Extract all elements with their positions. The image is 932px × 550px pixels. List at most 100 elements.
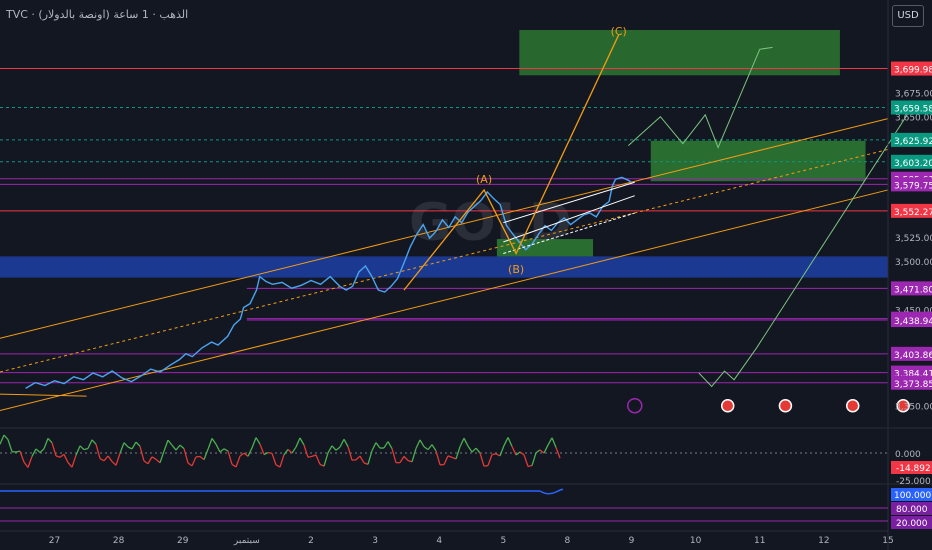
oscillator-segment [543, 444, 549, 454]
x-tick-label: 28 [113, 536, 125, 546]
y-tick-label: 3,500.000 [895, 258, 932, 268]
oscillator-segment [211, 438, 217, 445]
oscillator-tick: -25.000 [896, 477, 931, 487]
x-tick-label: 2 [308, 536, 314, 546]
chart-title: TVC · (اونصة بالدولار) الذهب · 1 ساعة [6, 8, 189, 21]
support-band [0, 256, 888, 278]
oscillator-segment [431, 444, 437, 452]
oscillator-segment [435, 450, 441, 466]
oscillator-segment [275, 464, 281, 468]
price-level-label: 3,384.412 [894, 370, 932, 380]
oscillator-segment [215, 443, 221, 453]
projection-path [627, 46, 773, 149]
oscillator-segment [403, 455, 409, 461]
oscillator-segment [459, 437, 465, 448]
oscillator-segment [427, 444, 433, 451]
oscillator-segment [363, 462, 369, 465]
oscillator-segment [147, 456, 153, 465]
oscillator-segment [95, 444, 101, 459]
oscillator-segment [531, 452, 537, 466]
price-level-label: 3,471.800 [894, 285, 932, 295]
oscillator-segment [155, 458, 161, 464]
oscillator-segment [167, 439, 173, 446]
y-tick-label: 3,675.000 [895, 90, 932, 100]
oscillator-segment [399, 456, 405, 464]
oscillator-segment [127, 446, 133, 450]
oscillator-segment [263, 452, 269, 456]
oscillator-segment [271, 453, 277, 466]
x-tick-label: 8 [565, 536, 571, 546]
oscillator-segment [87, 439, 93, 449]
price-level-badge [891, 61, 932, 76]
price-series-line [25, 176, 632, 390]
oscillator-segment [111, 460, 117, 466]
oscillator-segment [227, 450, 233, 465]
oscillator-segment [175, 444, 181, 451]
oscillator-segment [327, 445, 333, 454]
price-level-label: 3,625.920 [894, 137, 932, 147]
oscillator-segment [51, 442, 57, 457]
oscillator-segment [63, 454, 69, 463]
x-tick-label: 29 [177, 536, 189, 546]
x-tick-label: 4 [436, 536, 442, 546]
oscillator-segment [187, 462, 193, 467]
price-level-label: 3,552.279 [894, 208, 932, 218]
oscillator-segment [131, 441, 137, 450]
oscillator-segment [335, 446, 341, 451]
oscillator-segment [0, 434, 5, 445]
oscillator-segment [451, 456, 457, 460]
oscillator-segment [243, 452, 249, 457]
wave-label: (B) [508, 263, 524, 276]
oscillator-segment [259, 443, 265, 455]
oscillator-segment [515, 451, 521, 456]
oscillator-segment [483, 464, 489, 467]
y-tick-label: 3,525.000 [895, 234, 932, 244]
price-level-badge [891, 177, 932, 192]
x-tick-label: 9 [629, 536, 635, 546]
oscillator-segment [151, 456, 157, 460]
oscillator-segment [547, 437, 553, 446]
lower-pane-tick: 80.000 [896, 505, 928, 515]
oscillator-segment [371, 442, 377, 451]
oscillator-segment [323, 452, 329, 467]
oscillator-segment [539, 449, 545, 454]
oscillator-segment [503, 437, 509, 446]
oscillator-segment [519, 451, 525, 456]
oscillator-segment [163, 439, 169, 452]
currency-button[interactable]: USD [892, 5, 924, 27]
oscillator-segment [331, 445, 337, 451]
oscillator-segment [359, 455, 365, 464]
oscillator-segment [55, 455, 61, 458]
oscillator-segment [71, 455, 77, 468]
price-level-badge [891, 375, 932, 390]
y-tick-label: 3,350.000 [895, 403, 932, 413]
price-level-label: 3,373.852 [894, 380, 932, 390]
oscillator-segment [443, 455, 449, 465]
oscillator-segment [179, 444, 185, 450]
oscillator-segment [251, 437, 257, 449]
oscillator-segment [247, 447, 253, 457]
oscillator-segment [159, 450, 165, 463]
event-flag-icon [896, 398, 910, 413]
oscillator-segment [135, 441, 141, 447]
oscillator-segment [551, 437, 557, 448]
oscillator-segment [107, 455, 113, 462]
x-tick-label: سبتمبر [233, 536, 260, 546]
oscillator-segment [319, 463, 325, 467]
oscillator-segment [299, 437, 305, 446]
oscillator-segment [307, 455, 313, 458]
x-tick-label: 3 [372, 536, 378, 546]
x-tick-label: 11 [754, 536, 765, 546]
demand-zone [496, 239, 594, 257]
price-level-badge [891, 203, 932, 218]
oscillator-segment [447, 455, 453, 459]
oscillator-segment [31, 448, 37, 457]
event-flag-icon [845, 398, 860, 413]
oscillator-segment [367, 450, 373, 465]
projection-path [698, 114, 908, 388]
micro-channel-line [503, 181, 635, 224]
oscillator-segment [39, 448, 45, 454]
y-tick-label: 3,650.000 [895, 114, 932, 124]
oscillator-segment [423, 446, 429, 451]
